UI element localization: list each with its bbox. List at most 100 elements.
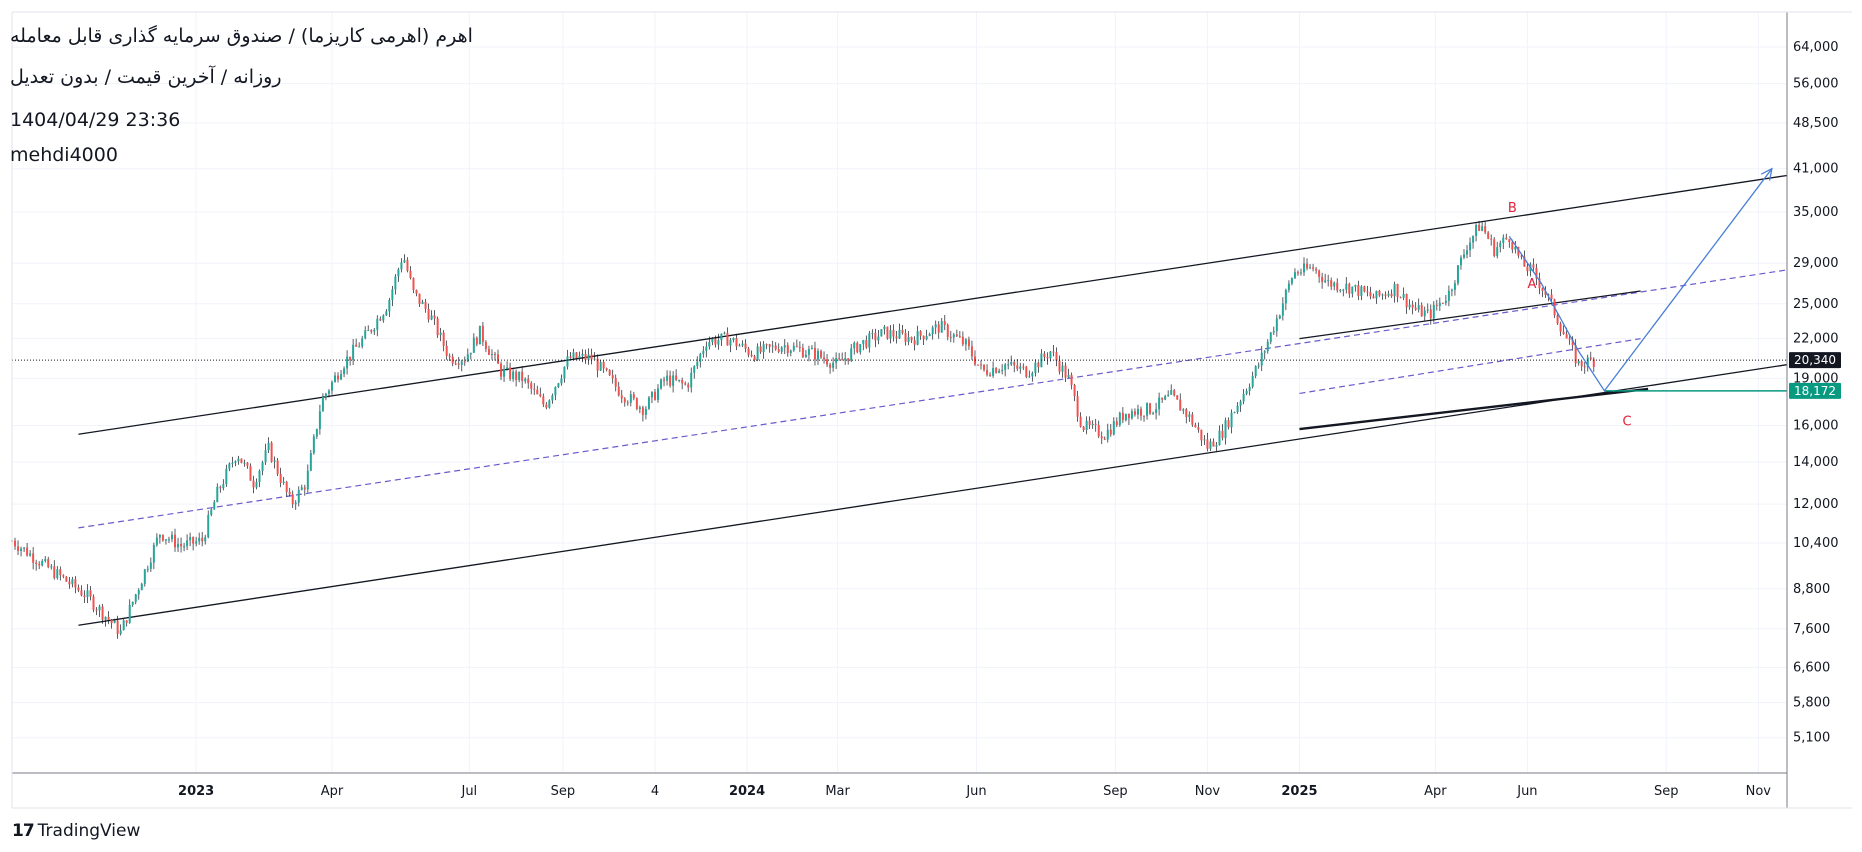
- price-axis-labels[interactable]: 64,000 56,000 48,500 41,000 35,000 29,000 25,0…: [1793, 40, 1839, 746]
- candle-body: [922, 335, 925, 340]
- candle-body: [1139, 408, 1142, 416]
- candle-body: [385, 311, 388, 316]
- candle-body: [841, 359, 844, 361]
- candle-body: [623, 398, 626, 403]
- channel-upper-line: [78, 174, 1788, 435]
- candle-body: [1348, 283, 1351, 294]
- candle-body: [1242, 393, 1245, 402]
- candle-body: [98, 606, 101, 611]
- candle-body: [886, 326, 889, 339]
- candle-body: [1453, 283, 1456, 290]
- candle-body: [1592, 359, 1595, 367]
- candle-body: [451, 356, 454, 364]
- candle-body: [119, 630, 122, 634]
- x-tick-label: Sep: [1654, 784, 1679, 799]
- candle-body: [877, 336, 880, 341]
- candle-body: [213, 502, 216, 510]
- candle-body: [856, 342, 859, 353]
- candle-body: [1197, 427, 1200, 430]
- candle-body: [50, 566, 53, 568]
- candle-body: [750, 354, 753, 357]
- candle-body: [1233, 412, 1236, 414]
- candle-body: [1393, 283, 1396, 297]
- candle-body: [330, 381, 333, 391]
- candle-body: [620, 395, 623, 399]
- candle-body: [590, 354, 593, 360]
- candle-body: [1387, 293, 1390, 296]
- candle-body: [1028, 376, 1031, 378]
- candle-body: [1296, 272, 1299, 274]
- candle-body: [448, 355, 451, 357]
- candle-body: [1118, 412, 1121, 425]
- candle-body: [252, 480, 255, 488]
- candle-body: [1441, 302, 1444, 304]
- candle-body: [469, 352, 472, 355]
- tradingview-logo[interactable]: 17 TradingView: [12, 821, 140, 841]
- candle-body: [1574, 345, 1577, 364]
- candle-body: [1001, 369, 1004, 371]
- candle-body: [1236, 405, 1239, 413]
- candle-body: [1076, 396, 1079, 417]
- wave-label-b: B: [1508, 201, 1517, 216]
- candle-body: [228, 463, 231, 469]
- candle-body: [1357, 285, 1360, 296]
- candle-body: [587, 354, 590, 360]
- candle-body: [515, 371, 518, 381]
- candle-body: [192, 536, 195, 544]
- candle-body: [1472, 235, 1475, 243]
- candle-body: [768, 344, 771, 347]
- candle-body: [928, 334, 931, 337]
- candle-body: [155, 537, 158, 545]
- candle-body: [1064, 365, 1067, 378]
- y-tick-label: 25,000: [1793, 297, 1839, 312]
- candle-body: [158, 534, 161, 538]
- candle-body: [445, 345, 448, 356]
- candle-body: [170, 534, 173, 540]
- candle-body: [1031, 372, 1034, 377]
- candle-body: [684, 383, 687, 385]
- candle-body: [164, 539, 167, 541]
- candle-body: [418, 293, 421, 304]
- y-tick-label: 5,100: [1793, 731, 1830, 746]
- candle-body: [952, 334, 955, 338]
- candle-body: [1055, 352, 1058, 361]
- candle-body: [198, 537, 201, 542]
- candle-body: [279, 473, 282, 483]
- candle-body: [1052, 351, 1055, 353]
- candle-body: [898, 330, 901, 339]
- y-tick-label: 8,800: [1793, 582, 1830, 597]
- candle-body: [871, 332, 874, 334]
- candle-body: [1514, 246, 1517, 250]
- candle-body: [1013, 362, 1016, 366]
- candle-body: [1257, 365, 1260, 367]
- candle-body: [340, 374, 343, 380]
- candle-body: [1254, 366, 1257, 376]
- candle-body: [424, 301, 427, 309]
- candle-body: [964, 339, 967, 345]
- candle-body: [258, 470, 261, 483]
- candle-body: [1170, 390, 1173, 395]
- candle-body: [810, 347, 813, 350]
- candle-body: [626, 402, 629, 404]
- candle-body: [980, 364, 983, 366]
- candle-body: [675, 375, 678, 380]
- candle-body: [1324, 280, 1327, 283]
- candle-body: [813, 347, 816, 360]
- candle-body: [1176, 395, 1179, 400]
- candle-body: [1321, 276, 1324, 283]
- candle-body: [89, 590, 92, 597]
- candle-body: [732, 338, 735, 341]
- candle-body: [723, 332, 726, 334]
- time-axis-labels[interactable]: 2023 Apr Jul Sep 4 2024 Mar Jun Sep Nov 2025 Apr Jun…: [178, 784, 1771, 799]
- candle-body: [744, 343, 747, 349]
- candle-body: [1034, 362, 1037, 373]
- candle-body: [527, 378, 530, 384]
- candle-body: [38, 564, 41, 566]
- candle-body: [439, 332, 442, 336]
- candle-body: [65, 576, 68, 582]
- candle-body: [183, 546, 186, 548]
- candle-body: [1447, 290, 1450, 301]
- candle-body: [1426, 309, 1429, 311]
- candle-body: [1399, 297, 1402, 299]
